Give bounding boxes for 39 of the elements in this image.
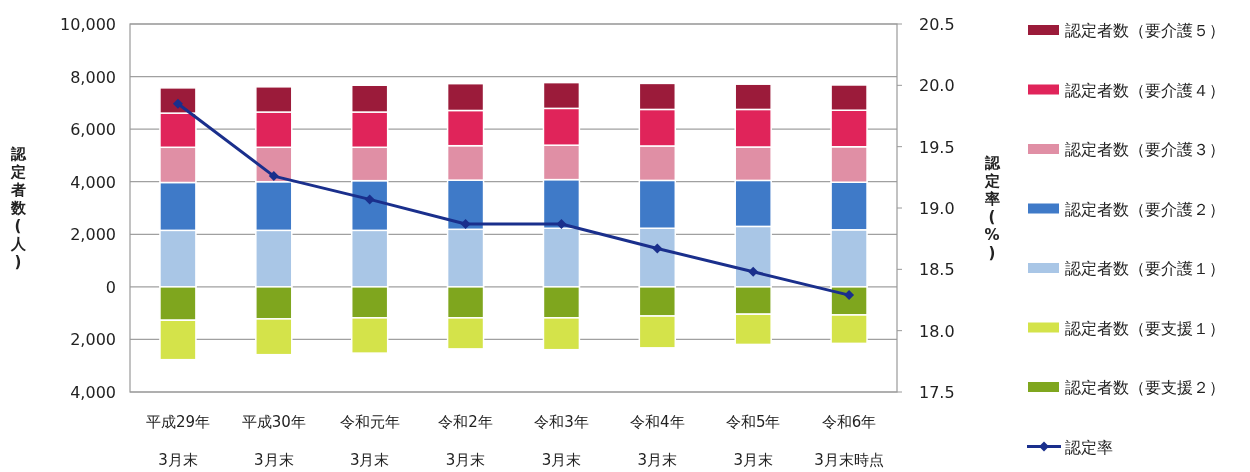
y2-tick-label: 18.5 xyxy=(919,260,955,280)
y2-tick-label: 20.5 xyxy=(919,15,955,34)
y-tick-label: 2,000 xyxy=(70,330,116,350)
category-label: 令和4年 3月末 xyxy=(630,413,685,469)
legend-label: 認定者数（要介護１） xyxy=(1065,259,1225,278)
legend-label: 認定者数（要介護４） xyxy=(1065,80,1225,100)
point xyxy=(364,194,375,205)
category-label: 令和5年 3月末 xyxy=(725,413,781,469)
legend-label: 認定者数（要支援１） xyxy=(1065,318,1225,338)
point xyxy=(268,171,279,182)
category-label: 令和3年 3月末 xyxy=(534,413,589,469)
y-tick-label: 4,000 xyxy=(70,172,116,192)
legend-label: 認定者数（要介護３） xyxy=(1065,140,1225,159)
y-tick-label: 6,000 xyxy=(70,120,116,140)
y-tick-label: 10,000 xyxy=(60,15,116,34)
y-tick-label: 8,000 xyxy=(70,67,116,87)
point xyxy=(748,266,759,277)
y-axis-title: 認定者数(人) xyxy=(9,145,27,271)
y-tick-label: 0 xyxy=(105,277,116,297)
legend-label: 認定者数（要介護２） xyxy=(1065,199,1225,219)
category-label: 平成29年 3月末 xyxy=(145,413,210,469)
category-label: 令和6年 3月末時点 xyxy=(814,413,884,469)
y2-axis-title: 認定率(%) xyxy=(983,154,1001,262)
y2-tick-label: 19.0 xyxy=(919,199,955,218)
category-label: 令和元年 3月末 xyxy=(339,413,400,469)
category-label: 平成30年 3月末 xyxy=(241,413,306,469)
legend-label: 認定者数（要支援２） xyxy=(1065,378,1225,397)
point xyxy=(460,218,471,229)
y2-tick-label: 20.0 xyxy=(919,76,955,96)
y2-tick-label: 18.0 xyxy=(919,321,955,341)
y-tick-label: 4,000 xyxy=(70,383,116,402)
y2-tick-label: 17.5 xyxy=(919,383,955,402)
point xyxy=(556,218,567,229)
y2-tick-label: 19.5 xyxy=(919,137,955,157)
category-label: 令和2年 3月末 xyxy=(438,413,493,469)
y-tick-label: 2,000 xyxy=(70,225,116,245)
legend-label: 認定者数（要介護５） xyxy=(1065,21,1225,40)
point xyxy=(652,243,663,254)
legend-label: 認定率 xyxy=(1065,437,1113,457)
